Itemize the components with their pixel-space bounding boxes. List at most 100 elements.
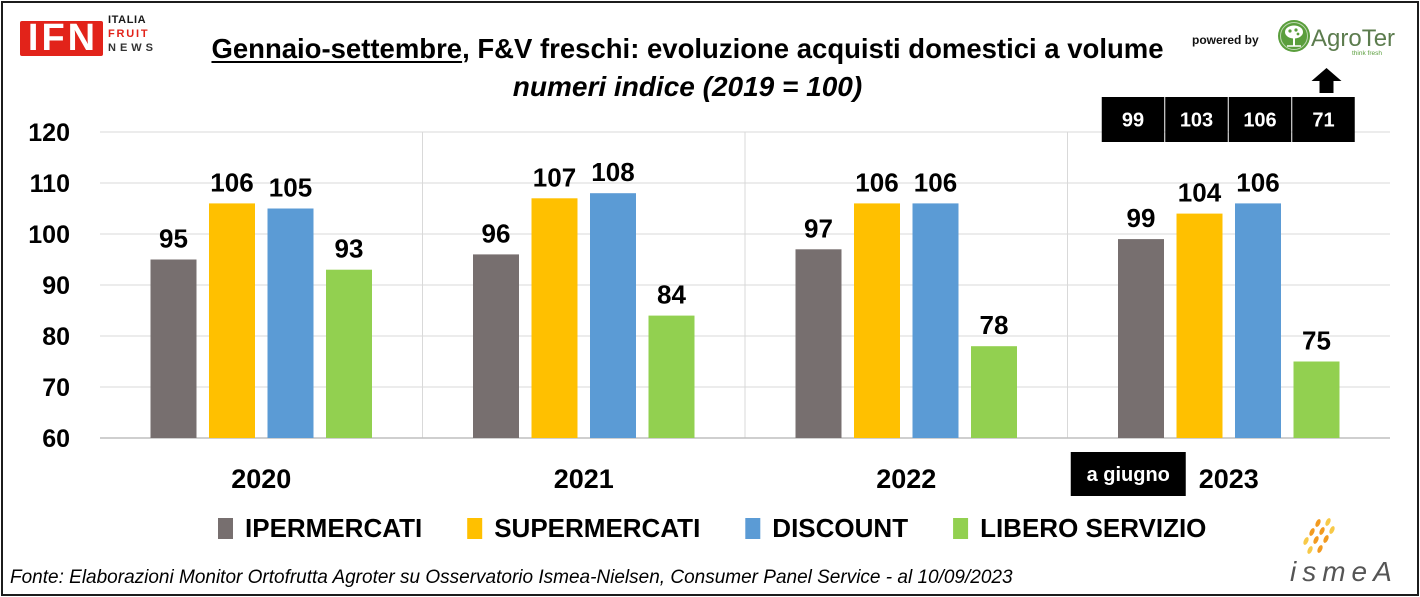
ismea-dot xyxy=(1323,535,1329,543)
bar-discount-2020 xyxy=(267,208,314,438)
legend-swatch xyxy=(745,518,761,539)
bar-ipermercati-2020 xyxy=(150,259,197,438)
bar-libero-servizio-2021 xyxy=(648,315,695,438)
ismea-dot xyxy=(1303,537,1309,545)
top-value-box-text: 106 xyxy=(1243,110,1276,132)
x-category-label: 2023 xyxy=(1199,464,1259,494)
category-note-box xyxy=(1070,452,1186,496)
ismea-dot xyxy=(1307,546,1313,554)
data-label-discount-2021: 108 xyxy=(591,157,634,187)
data-label-discount-2022: 106 xyxy=(914,167,957,197)
legend: IPERMERCATI SUPERMERCATI DISCOUNT LIBERO SE… xyxy=(218,513,1206,543)
y-tick-label: 90 xyxy=(42,272,70,300)
bar-discount-2023 xyxy=(1235,203,1281,438)
source-note: Fonte: Elaborazioni Monitor Ortofrutta A… xyxy=(10,567,1013,588)
legend-item-discount: DISCOUNT xyxy=(745,513,908,543)
bar-supermercati-2022 xyxy=(854,203,900,438)
data-label-supermercati-2020: 106 xyxy=(210,167,253,197)
legend-label: LIBERO SERVIZIO xyxy=(980,513,1206,543)
data-label-libero-servizio-2020: 93 xyxy=(335,234,364,264)
data-labels: 95 106 105 93 96 107 108 84 97 106 106 78 99 104 106 75 xyxy=(159,157,1331,355)
data-label-libero-servizio-2022: 78 xyxy=(980,310,1009,340)
chart-title-period: Gennaio-settembre xyxy=(211,33,463,64)
tree-leaf xyxy=(1296,32,1300,36)
bar-ipermercati-2023 xyxy=(1118,239,1164,438)
ismea-dots-icon xyxy=(1303,518,1335,554)
agroter-ring xyxy=(1280,22,1308,50)
ifn-logo-words: ITALIA FRUIT NEWS xyxy=(108,13,168,55)
top-value-box xyxy=(1292,97,1355,142)
legend-swatch xyxy=(953,518,969,539)
ismea-logo-name: ismeA xyxy=(1290,556,1398,587)
data-label-ipermercati-2021: 96 xyxy=(482,218,511,248)
data-label-supermercati-2022: 106 xyxy=(855,167,898,197)
y-tick-label: 60 xyxy=(42,425,70,453)
x-category-label: 2022 xyxy=(876,464,936,494)
y-tick-label: 80 xyxy=(42,323,70,351)
category-note-text: a giugno xyxy=(1087,464,1170,486)
tree-trunk xyxy=(1293,37,1295,46)
ismea-dot xyxy=(1313,536,1319,544)
legend-label: IPERMERCATI xyxy=(245,513,422,543)
ismea-dot xyxy=(1329,526,1335,534)
top-value-box-text: 103 xyxy=(1180,110,1213,132)
legend-item-supermercati: SUPERMERCATI xyxy=(467,513,700,543)
legend-swatch xyxy=(467,518,483,539)
ismea-dot xyxy=(1325,518,1331,526)
ismea-dot xyxy=(1309,528,1315,536)
data-label-ipermercati-2020: 95 xyxy=(159,224,188,254)
data-label-supermercati-2023: 104 xyxy=(1178,178,1222,208)
chart-title: Gennaio-settembre, F&V freschi: evoluzio… xyxy=(150,32,1225,66)
bars xyxy=(150,193,1340,438)
bar-supermercati-2021 xyxy=(531,198,578,438)
ismea-dot xyxy=(1319,527,1325,535)
powered-by-label: powered by xyxy=(1192,33,1259,47)
legend-label: SUPERMERCATI xyxy=(494,513,700,543)
y-tick-label: 70 xyxy=(42,374,70,402)
tree-icon xyxy=(1278,20,1310,52)
bar-libero-servizio-2023 xyxy=(1293,361,1340,438)
ifn-logo-news: NEWS xyxy=(108,42,157,54)
legend-item-ipermercati: IPERMERCATI xyxy=(218,513,422,543)
top-value-box-text: 71 xyxy=(1312,110,1334,132)
chart-subtitle: numeri indice (2019 = 100) xyxy=(512,71,863,102)
data-label-libero-servizio-2021: 84 xyxy=(657,280,686,310)
data-label-libero-servizio-2023: 75 xyxy=(1302,326,1331,356)
up-arrow-icon xyxy=(1311,68,1342,93)
top-value-box xyxy=(1165,97,1228,142)
data-label-discount-2023: 106 xyxy=(1236,167,1279,197)
ifn-logo-fruit: FRUIT xyxy=(108,28,150,40)
bar-supermercati-2020 xyxy=(209,203,255,438)
category-note: a giugno xyxy=(1070,452,1186,496)
agroter-logo-name: AgroTer xyxy=(1311,25,1396,52)
legend-item-libero-servizio: LIBERO SERVIZIO xyxy=(953,513,1206,543)
agroter-logo-tagline: think fresh xyxy=(1352,50,1382,57)
bar-libero-servizio-2022 xyxy=(971,346,1017,438)
top-value-box-text: 99 xyxy=(1122,110,1144,132)
y-tick-label: 110 xyxy=(30,170,70,198)
y-tick-label: 120 xyxy=(28,119,70,147)
top-value-box xyxy=(1101,97,1165,142)
legend-swatch xyxy=(218,518,233,539)
ifn-logo-italia: ITALIA xyxy=(108,14,147,26)
ifn-logo-mark: IFN xyxy=(20,19,103,57)
x-axis: 2020 2021 2022 2023 xyxy=(231,464,1259,494)
x-category-label: 2021 xyxy=(554,464,614,494)
tree-leaf xyxy=(1288,29,1292,33)
y-axis: 60 70 80 90 100 110 120 xyxy=(28,119,70,453)
bar-libero-servizio-2020 xyxy=(326,269,372,438)
data-label-supermercati-2021: 107 xyxy=(533,162,576,192)
top-value-boxes: 99 103 106 71 xyxy=(1101,97,1355,142)
bar-discount-2021 xyxy=(590,193,636,438)
data-label-ipermercati-2023: 99 xyxy=(1127,203,1156,233)
x-category-label: 2020 xyxy=(231,464,291,494)
tree-leaf xyxy=(1294,28,1298,32)
legend-label: DISCOUNT xyxy=(772,513,908,543)
bar-ipermercati-2022 xyxy=(795,249,842,438)
bar-ipermercati-2021 xyxy=(473,254,519,438)
chart-title-text: , F&V freschi: evoluzione acquisti domes… xyxy=(462,33,1164,64)
data-label-ipermercati-2022: 97 xyxy=(804,213,833,243)
ismea-dot xyxy=(1315,519,1321,527)
